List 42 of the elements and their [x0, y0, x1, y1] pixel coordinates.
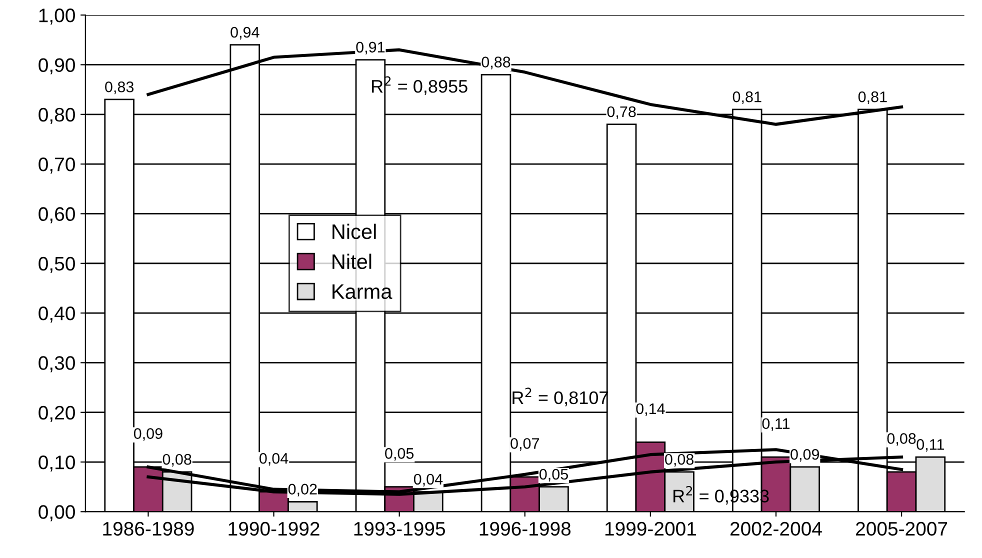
data-label: 0,81 [732, 91, 762, 104]
data-label: 0,08 [887, 433, 916, 446]
y-tick-label: 0,90 [38, 58, 75, 74]
x-tick-label: 2002-2004 [730, 522, 822, 536]
x-tick-label: 1999-2001 [605, 522, 696, 536]
data-label: 0,94 [230, 26, 260, 40]
data-label: 0,11 [762, 418, 790, 431]
y-tick-label: 0,10 [38, 455, 75, 472]
y-tick-label: 1,00 [39, 8, 75, 25]
data-label: 0,04 [414, 474, 443, 486]
y-tick-label: 0,50 [38, 256, 75, 273]
data-label: 0,83 [105, 81, 134, 94]
legend-label: Nicel [332, 224, 376, 240]
x-tick-label: 1996-1998 [480, 522, 571, 536]
y-tick-label: 0,00 [38, 505, 75, 522]
data-label: 0,09 [134, 428, 162, 441]
data-label: 0,14 [636, 403, 665, 416]
data-label: 0,07 [510, 438, 539, 451]
x-tick-label: 2005-2007 [856, 522, 948, 536]
data-label: 0,08 [162, 454, 192, 467]
y-tick-label: 0,60 [38, 207, 75, 224]
data-label: 0,09 [790, 448, 820, 462]
legend-label: Nitel [332, 254, 372, 270]
data-label: 0,11 [916, 439, 944, 452]
data-label: 0,05 [539, 468, 568, 482]
data-label: 0,78 [607, 106, 636, 119]
data-label: 0,08 [665, 454, 694, 467]
y-tick-label: 0,30 [38, 356, 75, 372]
y-tick-label: 0,80 [38, 108, 75, 124]
data-label: 0,05 [385, 448, 414, 461]
y-tick-label: 0,20 [38, 406, 75, 422]
data-label: 0,04 [260, 452, 288, 466]
x-tick-label: 1990-1992 [228, 522, 320, 536]
x-tick-label: 1986-1989 [103, 522, 194, 536]
data-label: 0,02 [288, 484, 317, 496]
data-label: 0,88 [482, 56, 510, 70]
data-label: 0,81 [858, 91, 887, 104]
x-tick-label: 1993-1995 [354, 522, 446, 536]
data-label: 0,91 [356, 42, 385, 54]
legend-label: Karma [332, 284, 392, 299]
y-tick-label: 0,40 [38, 306, 75, 323]
y-tick-label: 0,70 [38, 158, 75, 174]
